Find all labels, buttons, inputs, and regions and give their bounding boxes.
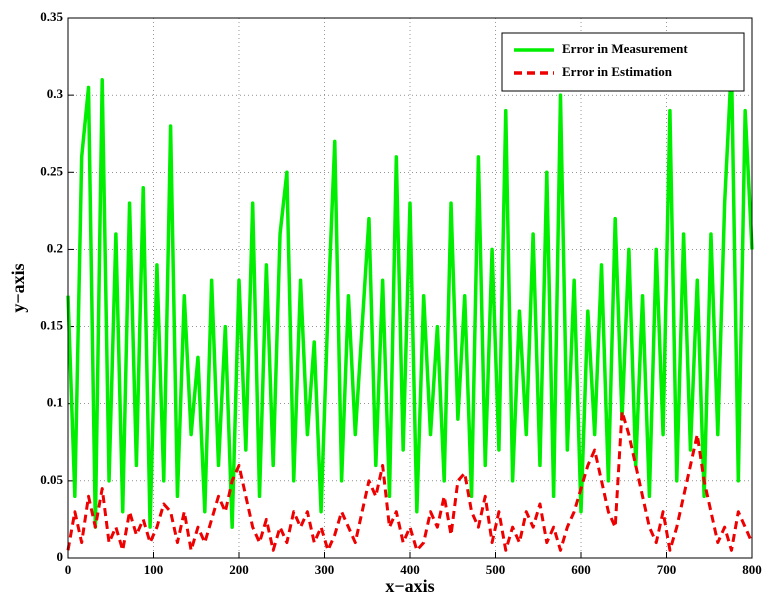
x-tick-label: 200: [229, 562, 249, 577]
y-tick-label: 0.15: [40, 318, 63, 333]
y-axis-label: y−axis: [8, 263, 28, 312]
y-tick-label: 0: [57, 549, 64, 564]
y-tick-label: 0.3: [47, 86, 64, 101]
x-axis-label: x−axis: [385, 576, 434, 596]
axes-box: [67, 17, 753, 559]
x-tick-label: 500: [486, 562, 506, 577]
x-tick-label: 0: [65, 562, 72, 577]
x-tick-label: 700: [657, 562, 677, 577]
legend-box: [501, 32, 745, 92]
legend-label: Error in Measurement: [562, 41, 688, 56]
y-tick-label: 0.05: [40, 472, 63, 487]
series-line: [66, 62, 754, 529]
y-tick-label: 0.35: [40, 9, 63, 24]
y-tick-label: 0.2: [47, 240, 63, 255]
x-tick-label: 400: [400, 562, 420, 577]
legend-label: Error in Estimation: [562, 64, 673, 79]
plot-area: [68, 18, 752, 558]
y-tick-label: 0.1: [47, 395, 63, 410]
x-tick-label: 100: [144, 562, 164, 577]
x-tick-label: 600: [571, 562, 591, 577]
x-tick-label: 800: [742, 562, 762, 577]
y-tick-label: 0.25: [40, 163, 63, 178]
x-tick-label: 300: [315, 562, 335, 577]
